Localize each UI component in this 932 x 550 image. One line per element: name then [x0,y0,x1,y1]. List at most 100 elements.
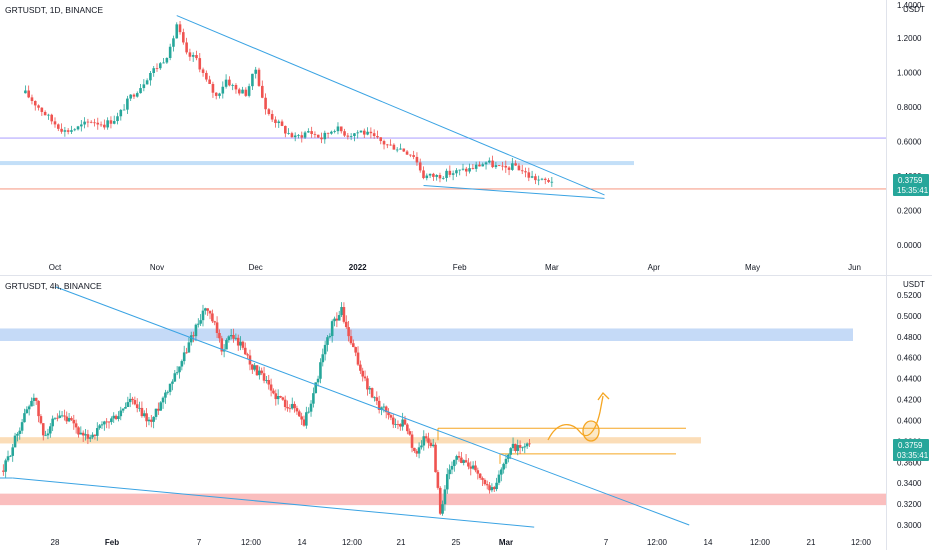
4h-candle-body [194,324,198,337]
daily-candle-body [356,132,360,134]
4h-candle-body [314,382,318,394]
daily-candle-body [231,84,234,86]
4h-candle-body [370,388,374,398]
4h-candle-body [490,487,494,491]
daily-candle-body [106,120,109,128]
daily-candle-body [254,69,258,74]
daily-candle-body [520,170,524,172]
daily-candle-body [349,136,353,137]
daily-candle-body [251,73,254,87]
4h-candle-body [417,447,421,454]
daily-candle-body [290,133,294,138]
daily-levels [0,137,886,190]
4h-candle-body [182,352,186,362]
daily-x-tick-label: May [745,263,760,272]
4h-y-tick-label: 0.4600 [897,354,922,363]
daily-y-tick-label: 0.8000 [897,103,922,112]
daily-candle-body [135,93,139,97]
4h-candle-body [20,422,24,431]
4h-candle-body [159,402,163,411]
daily-candle-body [376,135,379,138]
daily-candle-body [372,133,376,136]
daily-chart-pane: GRTUSDT, 1D, BINANCE USDT 1.4000 1.2000 1.… [0,1,929,272]
daily-candle-body [152,68,156,73]
4h-candle-body [140,407,144,417]
daily-chart-title: GRTUSDT, 1D, BINANCE [5,5,103,15]
daily-candle-body [270,113,274,120]
4h-candle-body [152,416,155,422]
4h-candle-body [462,460,466,463]
4h-candle-body [434,444,437,473]
daily-candle-body [280,121,284,126]
4h-chart-title: GRTUSDT, 4h, BINANCE [5,281,102,291]
4h-candle-body [344,321,348,328]
daily-candle-body [461,168,465,170]
4h-zones [0,328,886,506]
daily-candle-body [326,132,330,134]
4h-candle-body [39,416,43,424]
4h-candle-body [525,443,529,447]
daily-candle-body [155,68,159,70]
4h-candle-body [77,427,80,435]
daily-candle-body [89,121,93,123]
4h-candle-body [6,456,10,461]
4h-chart-pane: GRTUSDT, 4h, BINANCE USDT 0.52000.50000.… [0,280,929,547]
4h-candle-body [281,397,285,400]
4h-candle-body [192,335,195,337]
4h-candle-body [464,460,468,463]
daily-candle-body [30,97,34,102]
daily-candle-body [195,55,198,59]
daily-candle-body [497,165,501,166]
4h-candle-body [422,436,426,446]
4h-candle-body [220,338,224,352]
daily-candle-body [221,86,225,94]
daily-x-tick-label: Apr [648,263,661,272]
4h-candle-body [279,396,282,398]
4h-candle-body [380,407,383,410]
4h-candle-body [401,419,404,427]
4h-trendlines [0,286,690,528]
4h-candle-body [34,397,38,401]
daily-candle-body [201,69,205,73]
4h-candle-body [189,335,193,343]
4h-candle-body [114,415,118,420]
4h-candle-body [260,370,264,374]
daily-candle-body [464,168,468,172]
4h-candle-body [49,426,52,434]
daily-candle-body [448,170,452,175]
daily-candle-body [471,168,475,169]
4h-candle-body [232,335,235,339]
4h-candle-body [413,447,416,452]
4h-candle-body [408,431,411,435]
daily-candle-body [297,135,300,137]
4h-candle-body [443,489,447,505]
4h-candle-body [166,391,170,393]
4h-currency-label: USDT [903,280,925,289]
4h-candle-body [354,347,357,353]
daily-candle-body [415,156,419,163]
daily-candle-body [126,98,129,110]
4h-candle-body [269,384,273,391]
daily-candle-body [142,84,146,89]
daily-candle-body [392,144,396,150]
4h-candle-body [290,403,294,409]
4h-y-axis: 0.5200 0.5000 0.4800 0.4600 0.4400 0.4200 0.40… [897,291,922,530]
4h-y-tick-label: 0.3600 [897,458,922,467]
daily-candle-body [274,119,277,124]
daily-candle-body [303,132,307,138]
daily-candle-body [514,163,517,166]
daily-candle-body [218,93,221,96]
4h-candle-body [312,393,315,404]
daily-candle-body [445,170,448,178]
4h-candle-body [441,504,444,514]
daily-candle-body [188,52,192,57]
4h-candle-body [288,408,292,410]
4h-x-tick-label: 25 [452,538,461,547]
4h-candle-body [70,418,73,420]
4h-candle-body [218,333,221,339]
4h-candle-body [100,424,104,426]
4h-candle-body [161,397,165,403]
4h-candle-body [337,315,341,321]
4h-candle-body [389,415,393,418]
4h-candle-body [333,318,336,322]
